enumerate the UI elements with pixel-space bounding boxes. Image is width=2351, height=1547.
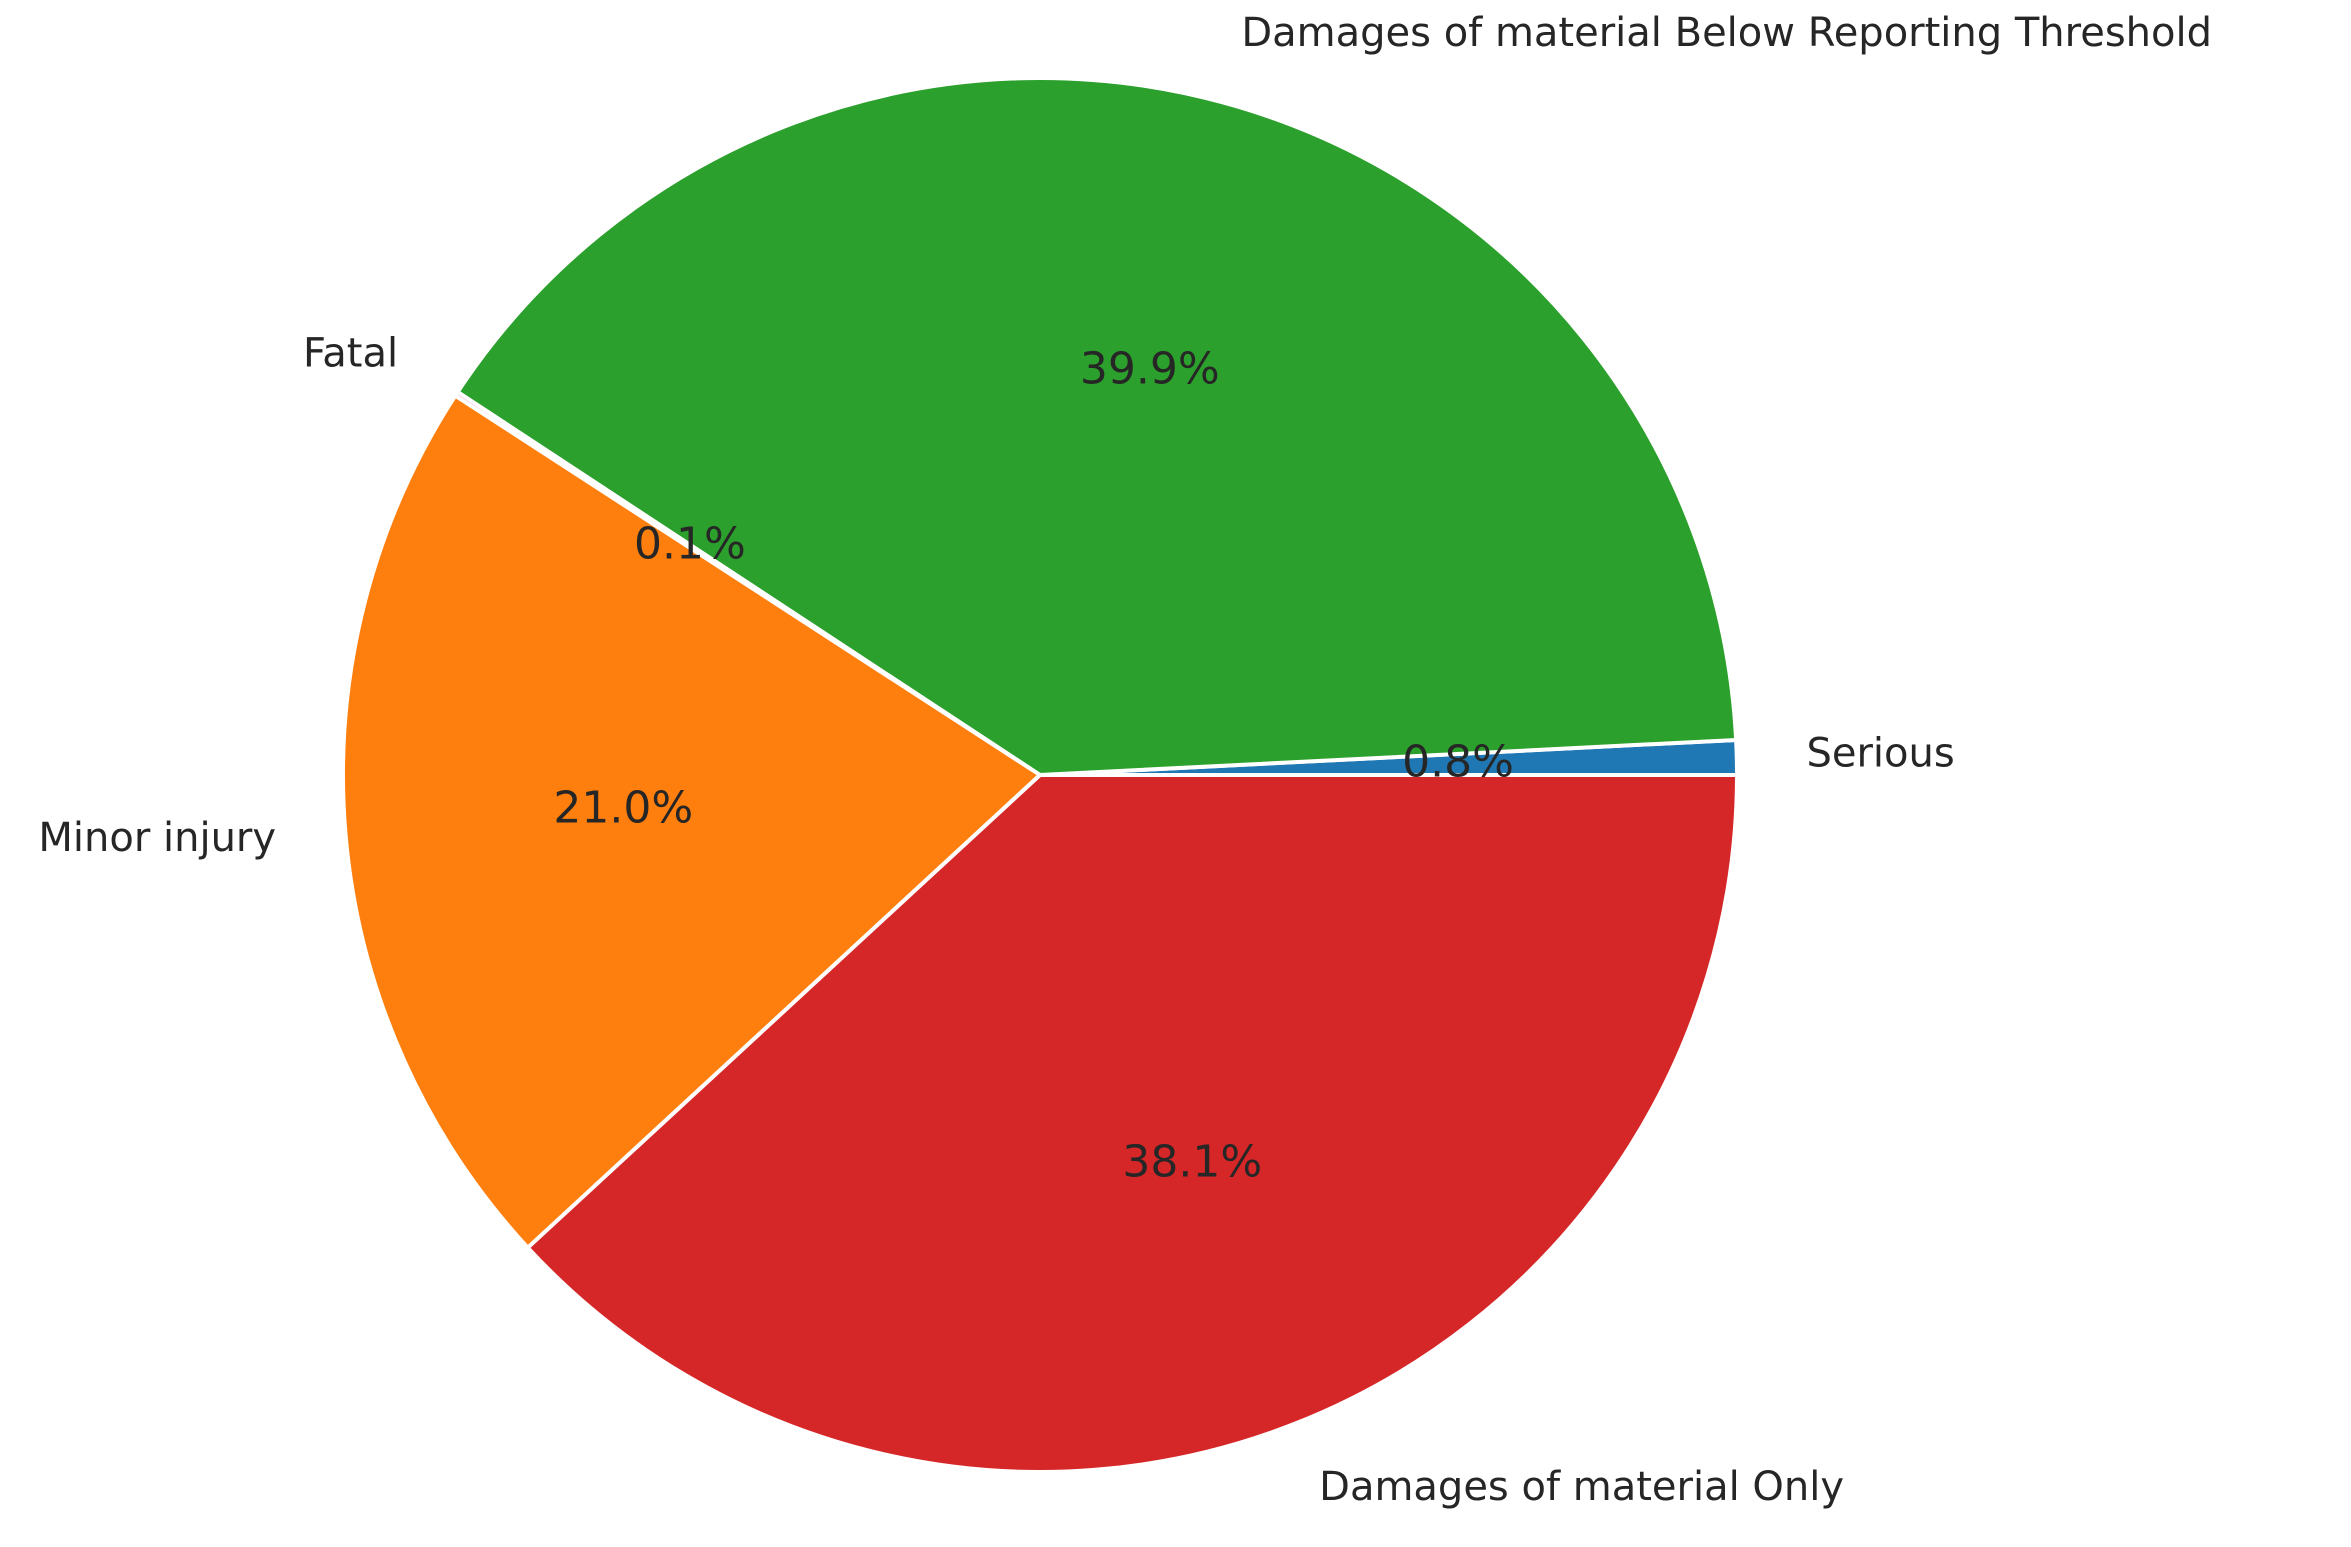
slice-percent-3: 21.0% — [553, 782, 693, 833]
pie-slice-4 — [525, 773, 1739, 1474]
slice-percent-4: 38.1% — [1122, 1136, 1262, 1187]
pie-labels: Serious 0.8% Damages of material Below Rep… — [38, 10, 2212, 1510]
slice-percent-2: 0.1% — [634, 518, 746, 569]
slice-label-0: Serious — [1806, 731, 1954, 777]
slice-label-4: Damages of material Only — [1319, 1464, 1844, 1510]
slice-label-2: Fatal — [303, 331, 398, 377]
pie-slices — [341, 76, 1740, 1474]
pie-slice-3 — [341, 393, 1042, 1250]
slice-label-1: Damages of material Below Reporting Thre… — [1241, 10, 2212, 56]
slice-percent-1: 39.9% — [1080, 343, 1220, 394]
slice-percent-0: 0.8% — [1402, 736, 1514, 787]
slice-label-3: Minor injury — [38, 815, 276, 861]
